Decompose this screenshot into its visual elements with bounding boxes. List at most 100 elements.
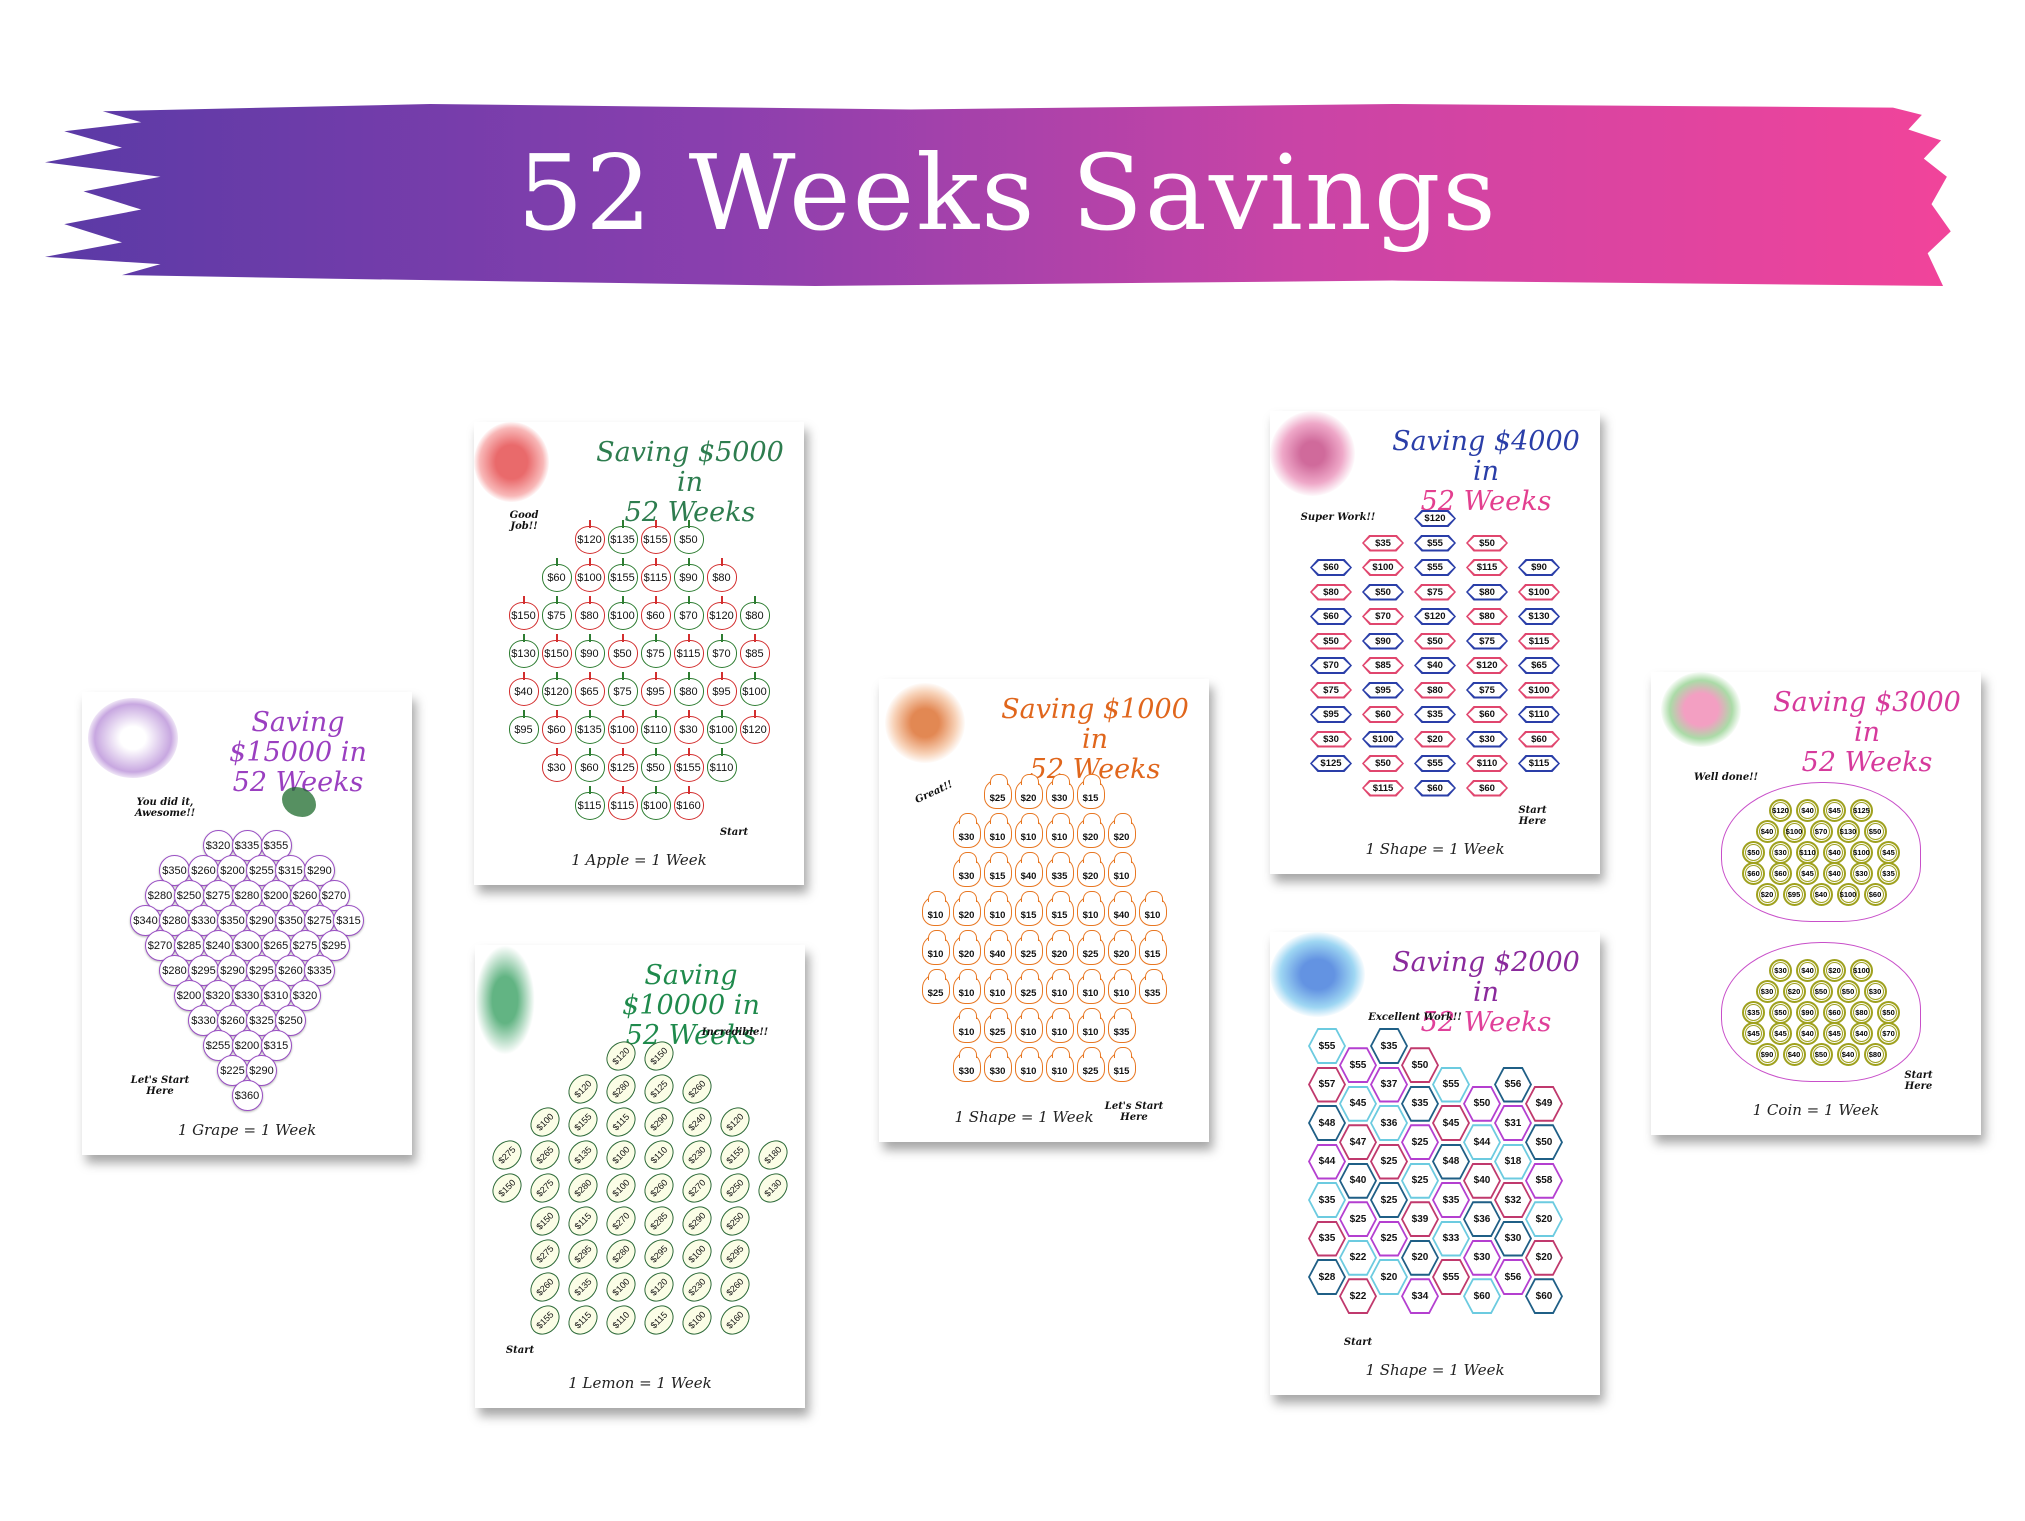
week-cell[interactable]: $100 bbox=[676, 1299, 718, 1341]
coin-cell[interactable]: $100 bbox=[1782, 819, 1806, 843]
week-cell[interactable]: $295 bbox=[714, 1233, 756, 1275]
coin-cell[interactable]: $20 bbox=[1782, 979, 1806, 1003]
week-cell[interactable]: $75 bbox=[1414, 583, 1456, 601]
week-cell[interactable]: $120 bbox=[1414, 608, 1456, 625]
week-cell[interactable]: $20 bbox=[1107, 813, 1136, 848]
week-cell[interactable]: $75 bbox=[640, 634, 671, 668]
week-cell[interactable]: $20 bbox=[952, 930, 981, 965]
coin-cell[interactable]: $130 bbox=[1836, 819, 1860, 843]
week-cell[interactable]: $80 bbox=[1310, 583, 1352, 601]
week-cell[interactable]: $80 bbox=[706, 558, 737, 592]
week-cell[interactable]: $135 bbox=[562, 1134, 604, 1176]
week-cell[interactable]: $295 bbox=[638, 1233, 680, 1275]
week-cell[interactable]: $155 bbox=[562, 1101, 604, 1143]
week-cell[interactable]: $50 bbox=[1414, 632, 1456, 650]
week-cell[interactable]: $60 bbox=[574, 748, 605, 782]
week-cell[interactable]: $35 bbox=[1370, 1028, 1408, 1064]
week-cell[interactable]: $30 bbox=[952, 1047, 981, 1082]
week-cell[interactable]: $20 bbox=[1014, 774, 1043, 809]
week-cell[interactable]: $120 bbox=[1414, 510, 1456, 527]
week-cell[interactable]: $160 bbox=[714, 1299, 756, 1341]
coin-cell[interactable]: $100 bbox=[1850, 840, 1873, 864]
week-cell[interactable]: $30 bbox=[1466, 730, 1508, 748]
week-cell[interactable]: $37 bbox=[1370, 1066, 1408, 1103]
week-cell[interactable]: $100 bbox=[1362, 559, 1404, 576]
week-cell[interactable]: $25 bbox=[1014, 930, 1043, 965]
week-cell[interactable]: $35 bbox=[1362, 534, 1404, 552]
week-cell[interactable]: $25 bbox=[921, 969, 950, 1004]
coin-cell[interactable]: $45 bbox=[1742, 1021, 1765, 1045]
coin-cell[interactable]: $40 bbox=[1836, 1042, 1860, 1066]
coin-cell[interactable]: $45 bbox=[1823, 798, 1846, 822]
coin-cell[interactable]: $60 bbox=[1742, 861, 1765, 885]
week-cell[interactable]: $60 bbox=[640, 596, 671, 630]
week-cell[interactable]: $35 bbox=[1414, 706, 1456, 723]
week-cell[interactable]: $55 bbox=[1308, 1028, 1346, 1064]
week-cell[interactable]: $10 bbox=[1107, 969, 1136, 1004]
week-cell[interactable]: $35 bbox=[1308, 1182, 1346, 1218]
coin-cell[interactable]: $125 bbox=[1850, 798, 1873, 822]
week-cell[interactable]: $10 bbox=[952, 1008, 981, 1043]
week-cell[interactable]: $10 bbox=[1014, 813, 1043, 848]
week-cell[interactable]: $40 bbox=[1339, 1162, 1377, 1199]
week-cell[interactable]: $65 bbox=[574, 672, 605, 706]
week-cell[interactable]: $10 bbox=[1045, 1047, 1074, 1082]
week-cell[interactable]: $100 bbox=[1518, 583, 1560, 601]
week-cell[interactable]: $85 bbox=[1362, 657, 1404, 674]
coin-cell[interactable]: $80 bbox=[1863, 1042, 1887, 1066]
week-cell[interactable]: $10 bbox=[1014, 1047, 1043, 1082]
week-cell[interactable]: $22 bbox=[1339, 1239, 1377, 1276]
week-cell[interactable]: $60 bbox=[1310, 559, 1352, 576]
week-cell[interactable]: $50 bbox=[607, 634, 638, 668]
week-cell[interactable]: $100 bbox=[706, 710, 737, 744]
coin-cell[interactable]: $110 bbox=[1796, 840, 1819, 864]
week-cell[interactable]: $58 bbox=[1525, 1162, 1563, 1199]
week-cell[interactable]: $33 bbox=[1432, 1220, 1470, 1257]
week-cell[interactable]: $40 bbox=[983, 930, 1012, 965]
week-cell[interactable]: $125 bbox=[638, 1068, 680, 1110]
week-cell[interactable]: $10 bbox=[1076, 1008, 1105, 1043]
week-cell[interactable]: $20 bbox=[1076, 852, 1105, 887]
coin-cell[interactable]: $90 bbox=[1796, 1000, 1819, 1024]
coin-cell[interactable]: $35 bbox=[1877, 861, 1900, 885]
week-cell[interactable]: $100 bbox=[640, 786, 671, 820]
week-cell[interactable]: $155 bbox=[640, 520, 671, 554]
week-cell[interactable]: $80 bbox=[574, 596, 605, 630]
week-cell[interactable]: $10 bbox=[952, 969, 981, 1004]
week-cell[interactable]: $30 bbox=[952, 852, 981, 887]
week-cell[interactable]: $28 bbox=[1308, 1259, 1346, 1295]
week-cell[interactable]: $155 bbox=[673, 748, 704, 782]
week-cell[interactable]: $30 bbox=[1494, 1220, 1532, 1257]
week-cell[interactable]: $120 bbox=[714, 1101, 756, 1143]
week-cell[interactable]: $40 bbox=[508, 672, 539, 706]
week-cell[interactable]: $120 bbox=[739, 710, 770, 744]
week-cell[interactable]: $20 bbox=[1414, 730, 1456, 748]
week-cell[interactable]: $15 bbox=[1076, 774, 1105, 809]
coin-cell[interactable]: $35 bbox=[1742, 1000, 1765, 1024]
week-cell[interactable]: $75 bbox=[1310, 681, 1352, 699]
week-cell[interactable]: $100 bbox=[600, 1167, 642, 1209]
week-cell[interactable]: $115 bbox=[1466, 559, 1508, 576]
week-cell[interactable]: $290 bbox=[638, 1101, 680, 1143]
week-cell[interactable]: $47 bbox=[1339, 1124, 1377, 1161]
week-cell[interactable]: $230 bbox=[676, 1134, 718, 1176]
week-cell[interactable]: $60 bbox=[1466, 706, 1508, 723]
week-cell[interactable]: $280 bbox=[600, 1068, 642, 1110]
week-cell[interactable]: $31 bbox=[1494, 1105, 1532, 1141]
coin-cell[interactable]: $120 bbox=[1769, 798, 1792, 822]
week-cell[interactable]: $265 bbox=[524, 1134, 566, 1176]
week-cell[interactable]: $120 bbox=[706, 596, 737, 630]
week-cell[interactable]: $20 bbox=[1370, 1259, 1408, 1295]
week-cell[interactable]: $115 bbox=[673, 634, 704, 668]
week-cell[interactable]: $55 bbox=[1432, 1259, 1470, 1295]
week-cell[interactable]: $270 bbox=[600, 1200, 642, 1242]
week-cell[interactable]: $320 bbox=[202, 980, 234, 1011]
week-cell[interactable]: $57 bbox=[1308, 1066, 1346, 1103]
coin-cell[interactable]: $45 bbox=[1877, 840, 1900, 864]
coin-cell[interactable]: $40 bbox=[1796, 798, 1819, 822]
week-cell[interactable]: $35 bbox=[1138, 969, 1167, 1004]
week-cell[interactable]: $25 bbox=[1370, 1220, 1408, 1257]
week-cell[interactable]: $360 bbox=[231, 1080, 263, 1111]
week-cell[interactable]: $100 bbox=[600, 1134, 642, 1176]
coin-cell[interactable]: $70 bbox=[1809, 819, 1833, 843]
